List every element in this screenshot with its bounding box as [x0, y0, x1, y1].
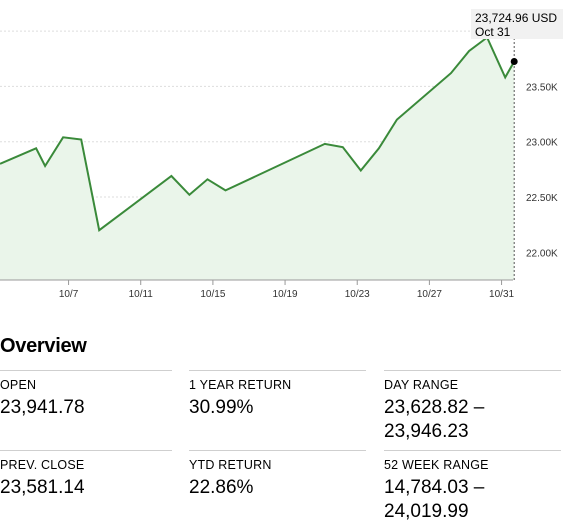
x-tick-label: 10/7 — [59, 289, 79, 300]
divider — [189, 370, 366, 371]
divider — [0, 450, 172, 451]
stat-value: 22.86% — [189, 477, 254, 498]
stat-label: YTD RETURN — [189, 458, 272, 472]
stat-value: 30.99% — [189, 397, 254, 418]
price-line — [0, 35, 516, 232]
stat-label: 52 WEEK RANGE — [384, 458, 489, 472]
stat-label: DAY RANGE — [384, 378, 459, 392]
stat-value: 23,628.82 – — [384, 397, 485, 418]
overview-heading: Overview — [0, 335, 87, 357]
x-tick-label: 10/27 — [417, 289, 442, 300]
divider — [0, 370, 172, 371]
divider — [189, 450, 366, 451]
tooltip-date: Oct 31 — [475, 25, 511, 39]
x-axis-ticks: 10/7 10/11 10/15 10/19 10/23 10/27 10/31 — [59, 280, 515, 300]
chart-area-fill — [0, 37, 515, 280]
stat-value: 14,784.03 – — [384, 477, 485, 498]
x-tick-label: 10/31 — [489, 289, 514, 300]
divider — [384, 370, 561, 371]
price-chart[interactable]: 10/7 10/11 10/15 10/19 10/23 10/27 10/31 22.00… — [0, 0, 565, 305]
stat-value-line-2: 23,946.23 — [384, 421, 469, 442]
stat-value-line-2: 24,019.99 — [384, 501, 469, 522]
stat-value: 23,581.14 — [0, 477, 85, 498]
x-tick-label: 10/19 — [273, 289, 298, 300]
price-tooltip: 23,724.96 USD Oct 31 — [471, 9, 563, 39]
y-tick-label: 23.50K — [526, 82, 558, 93]
hover-point — [510, 57, 518, 65]
x-tick-label: 10/11 — [129, 289, 154, 300]
stat-label: OPEN — [0, 378, 37, 392]
x-tick-label: 10/15 — [200, 289, 225, 300]
y-tick-label: 22.50K — [526, 193, 558, 204]
divider — [384, 450, 561, 451]
stat-label: 1 YEAR RETURN — [189, 378, 292, 392]
x-tick-label: 10/23 — [345, 289, 370, 300]
stat-label: PREV. CLOSE — [0, 458, 85, 472]
tooltip-price: 23,724.96 USD — [475, 11, 558, 25]
stat-value: 23,941.78 — [0, 397, 85, 418]
y-tick-label: 23.00K — [526, 138, 558, 149]
y-tick-label: 22.00K — [526, 248, 558, 259]
